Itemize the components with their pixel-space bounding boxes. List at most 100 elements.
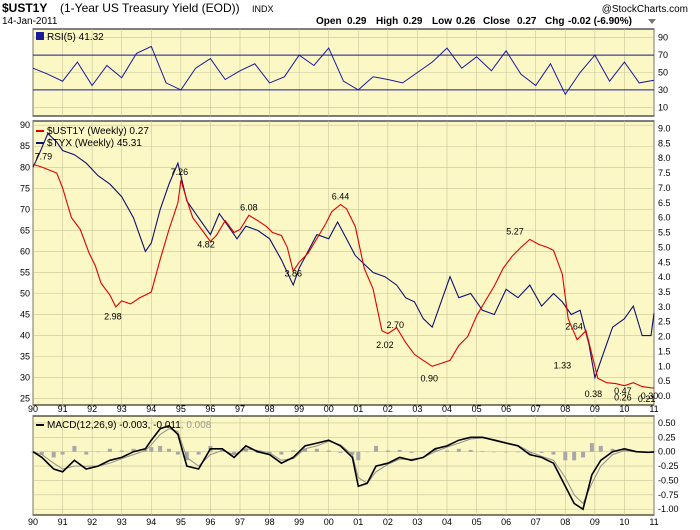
value-annotation: 3.86 [284, 268, 302, 278]
macd-histogram-bar [326, 450, 331, 452]
value-annotation: 7.79 [35, 151, 53, 161]
macd-tick-label: 0.50 [658, 418, 676, 428]
macd-legend-signal: , -0.011 [148, 420, 182, 431]
tyx-legend: $TYX (Weekly) 45.31 [47, 138, 142, 149]
macd-histogram-bar [84, 451, 89, 455]
right-tick-label: 5.0 [658, 242, 671, 252]
macd-histogram-bar [107, 448, 112, 452]
macd-histogram-bar [39, 451, 44, 455]
x-tick-label: 03 [412, 404, 422, 414]
macd-histogram-bar [131, 448, 136, 452]
quote-low-value: 0.26 [456, 16, 476, 27]
macd-histogram-bar [356, 451, 361, 461]
price-plot: 7.79 2.98 7.26 4.82 6.08 3.86 6.44 2.02 2.70 0.90… [32, 132, 659, 404]
macd-legend-prefix: MACD(12,26,9) [47, 420, 116, 431]
macd-histogram-bar [365, 451, 370, 453]
macd-histogram-bar [350, 451, 355, 455]
x-tick-label: 90 [28, 517, 38, 527]
macd-histogram-bar [314, 448, 319, 452]
value-annotation: 2.64 [565, 322, 583, 332]
grid [32, 29, 655, 515]
value-annotation: 0.30 [641, 391, 659, 401]
chevron-down-icon[interactable] [648, 19, 656, 24]
x-tick-label: 05 [472, 517, 482, 527]
quote-high-label: High [376, 16, 398, 27]
x-tick-label: 94 [146, 404, 156, 414]
macd-tick-label: 0.00 [658, 447, 676, 457]
macd-histogram-bar [421, 451, 426, 453]
right-tick-label: 2.5 [658, 317, 671, 327]
rsi-tick-label: 50 [658, 68, 668, 78]
left-tick-label: 25 [20, 394, 30, 404]
macd-histogram-bar [563, 451, 568, 461]
macd-histogram-bar [652, 451, 656, 452]
x-tick-label: 07 [531, 404, 541, 414]
x-tick-label: 02 [383, 517, 393, 527]
value-annotation: 6.08 [240, 202, 258, 212]
x-tick-label: 04 [442, 404, 452, 414]
x-tick-label: 90 [28, 404, 38, 414]
x-tick-label: 07 [531, 517, 541, 527]
macd-tick-label: -1.00 [658, 504, 679, 514]
macd-histogram-bar [167, 448, 172, 452]
value-annotation: 7.26 [171, 167, 189, 177]
x-tick-label: 94 [146, 517, 156, 527]
macd-histogram-bar [72, 445, 77, 452]
x-tick-label: 05 [472, 404, 482, 414]
macd-histogram-bar [232, 451, 237, 455]
quote-open-label: Open [316, 16, 342, 27]
left-tick-label: 90 [20, 120, 30, 130]
right-tick-label: 6.5 [658, 198, 671, 208]
left-tick-label: 40 [20, 331, 30, 341]
quote-close-value: 0.27 [517, 16, 537, 27]
macd-legend-macd: -0.003 [119, 420, 148, 431]
macd-histogram-bar [456, 448, 461, 452]
macd-histogram-bar [515, 451, 520, 453]
macd-histogram-bar [175, 451, 180, 455]
x-tick-label: 93 [117, 517, 127, 527]
x-tick-label: 92 [87, 517, 97, 527]
x-tick-label: 10 [619, 404, 629, 414]
left-tick-label: 60 [20, 246, 30, 256]
value-annotation: 0.47 [614, 386, 632, 396]
macd-histogram-bar [610, 448, 615, 452]
macd-panel [32, 415, 655, 516]
left-tick-label: 65 [20, 225, 30, 235]
right-tick-label: 3.5 [658, 287, 671, 297]
quote-low-label: Low [432, 16, 452, 27]
macd-histogram-bar [303, 448, 308, 452]
macd-histogram-bar [385, 450, 390, 452]
rsi-tick-label: 70 [658, 50, 668, 60]
tyx-series-line [32, 132, 655, 380]
x-tick-label: 98 [265, 404, 275, 414]
x-tick-label: 95 [176, 404, 186, 414]
macd-tick-label: -0.75 [658, 490, 679, 500]
left-tick-label: 55 [20, 267, 30, 277]
macd-histogram-bar [409, 451, 414, 453]
x-tick-label: 95 [176, 517, 186, 527]
price-panel [32, 120, 655, 406]
rsi-series-line [32, 45, 655, 96]
value-annotation: 0.26 [614, 392, 632, 402]
right-tick-label: 0.0 [658, 391, 671, 401]
left-tick-label: 45 [20, 310, 30, 320]
x-tick-label: 91 [58, 517, 68, 527]
watermark: @StockCharts.com [602, 4, 688, 15]
rsi-plot [32, 45, 655, 96]
x-tick-label: 06 [501, 404, 511, 414]
value-annotation: 1.33 [554, 361, 572, 371]
macd-histogram-bar [551, 451, 556, 455]
chart-date: 14-Jan-2011 [2, 16, 58, 27]
right-tick-label: 8.5 [658, 138, 671, 148]
value-annotation: 0.21 [638, 394, 656, 404]
macd-legend-hist: , 0.008 [181, 420, 212, 431]
axis-ticks: 90 90 91 91 92 92 93 93 94 94 95 95 96 96 97 97 98 98 99 99… [20, 33, 679, 527]
x-tick-label: 96 [205, 404, 215, 414]
right-tick-label: 4.0 [658, 272, 671, 282]
x-tick-label: 99 [294, 404, 304, 414]
x-tick-label: 93 [117, 404, 127, 414]
x-tick-label: 11 [649, 517, 658, 527]
macd-histogram-bar [158, 445, 163, 452]
x-tick-label: 08 [560, 404, 570, 414]
